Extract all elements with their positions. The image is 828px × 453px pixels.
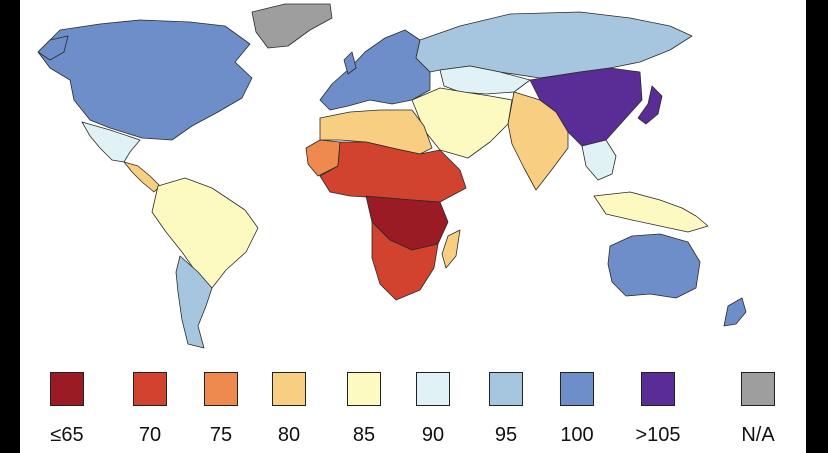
region-new-zealand [723,297,747,327]
map-figure: ≤65 70 75 80 85 90 95 100 >105 N/A [20,0,806,453]
legend-swatch [641,372,675,406]
region-maritime-sea [593,191,709,233]
region-alaska [37,35,69,61]
legend-swatch [133,372,167,406]
region-japan [637,85,663,125]
region-europe [319,29,431,111]
region-north-africa [319,109,433,155]
legend-swatch [741,372,775,406]
region-uk [343,51,357,75]
region-east-asia [529,67,643,147]
legend-label: 90 [421,424,445,446]
region-southern-africa [371,221,439,301]
world-map [37,3,747,349]
region-southeast-asia [581,139,617,181]
legend-swatch [416,372,450,406]
legend-swatch [50,372,84,406]
region-north-america [37,19,253,141]
legend-label: 100 [560,424,594,446]
legend-label: 75 [209,424,233,446]
region-sahel [319,141,467,203]
legend-label: 85 [352,424,376,446]
legend-swatch [272,372,306,406]
region-central-america [123,161,161,193]
region-southern-cone [175,255,213,349]
legend-swatch [204,372,238,406]
legend-label: 80 [277,424,301,446]
legend-label: N/A [741,424,775,446]
legend-label: 95 [494,424,518,446]
legend-swatch [489,372,523,406]
region-greenland [251,3,333,49]
legend-swatch [560,372,594,406]
region-australia [607,233,701,299]
region-south-america [151,177,259,289]
legend-label: 70 [138,424,162,446]
region-russia [415,11,693,79]
legend-label: >105 [635,424,681,446]
region-madagascar [441,229,461,269]
legend: ≤65 70 75 80 85 90 95 100 >105 N/A [20,368,806,453]
legend-swatch [347,372,381,406]
legend-label: ≤65 [50,424,84,446]
